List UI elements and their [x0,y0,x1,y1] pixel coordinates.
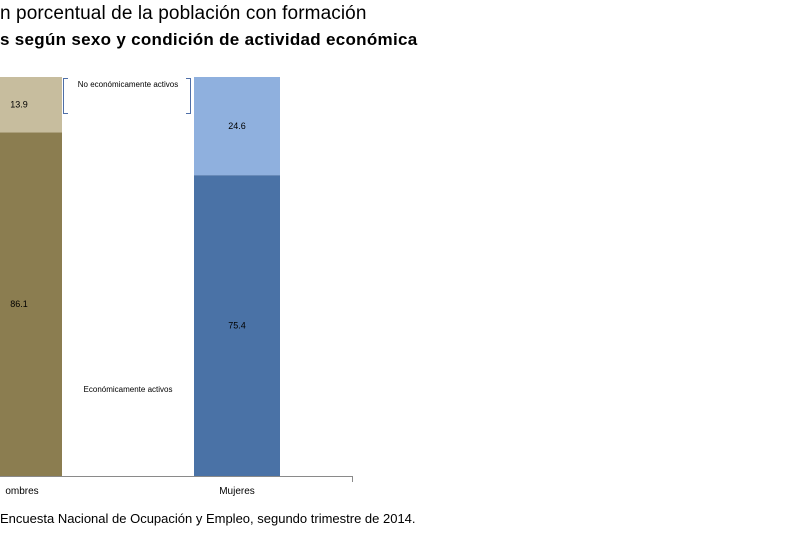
bar-segment-0-1 [0,77,62,133]
bar-value-label-0-1: 13.9 [10,100,28,110]
source-note: Encuesta Nacional de Ocupación y Empleo,… [0,511,416,526]
bar-segment-0-0 [0,132,62,476]
chart-title-line-2: s según sexo y condición de actividad ec… [0,30,418,49]
bar-segment-1-1 [194,77,280,176]
bar-value-label-1-0: 75.4 [228,321,246,331]
bar-value-label-0-0: 86.1 [10,299,28,309]
chart-title-line-1: n porcentual de la población con formaci… [0,3,367,24]
annotation-economicamente-activos: Económicamente activos [83,385,173,394]
bar-value-label-1-1: 24.6 [228,121,246,131]
category-label-1: Mujeres [219,486,255,497]
annotation-no-economicamente-activos: No económicamente activos [77,80,179,89]
bracket-right [186,78,191,114]
category-label-0: ombres [5,486,38,497]
bracket-left [63,78,68,114]
bar-segment-1-0 [194,175,280,477]
stacked-bar-chart: 86.1 13.9 75.4 24.6 ombres Mujeres [0,77,353,497]
